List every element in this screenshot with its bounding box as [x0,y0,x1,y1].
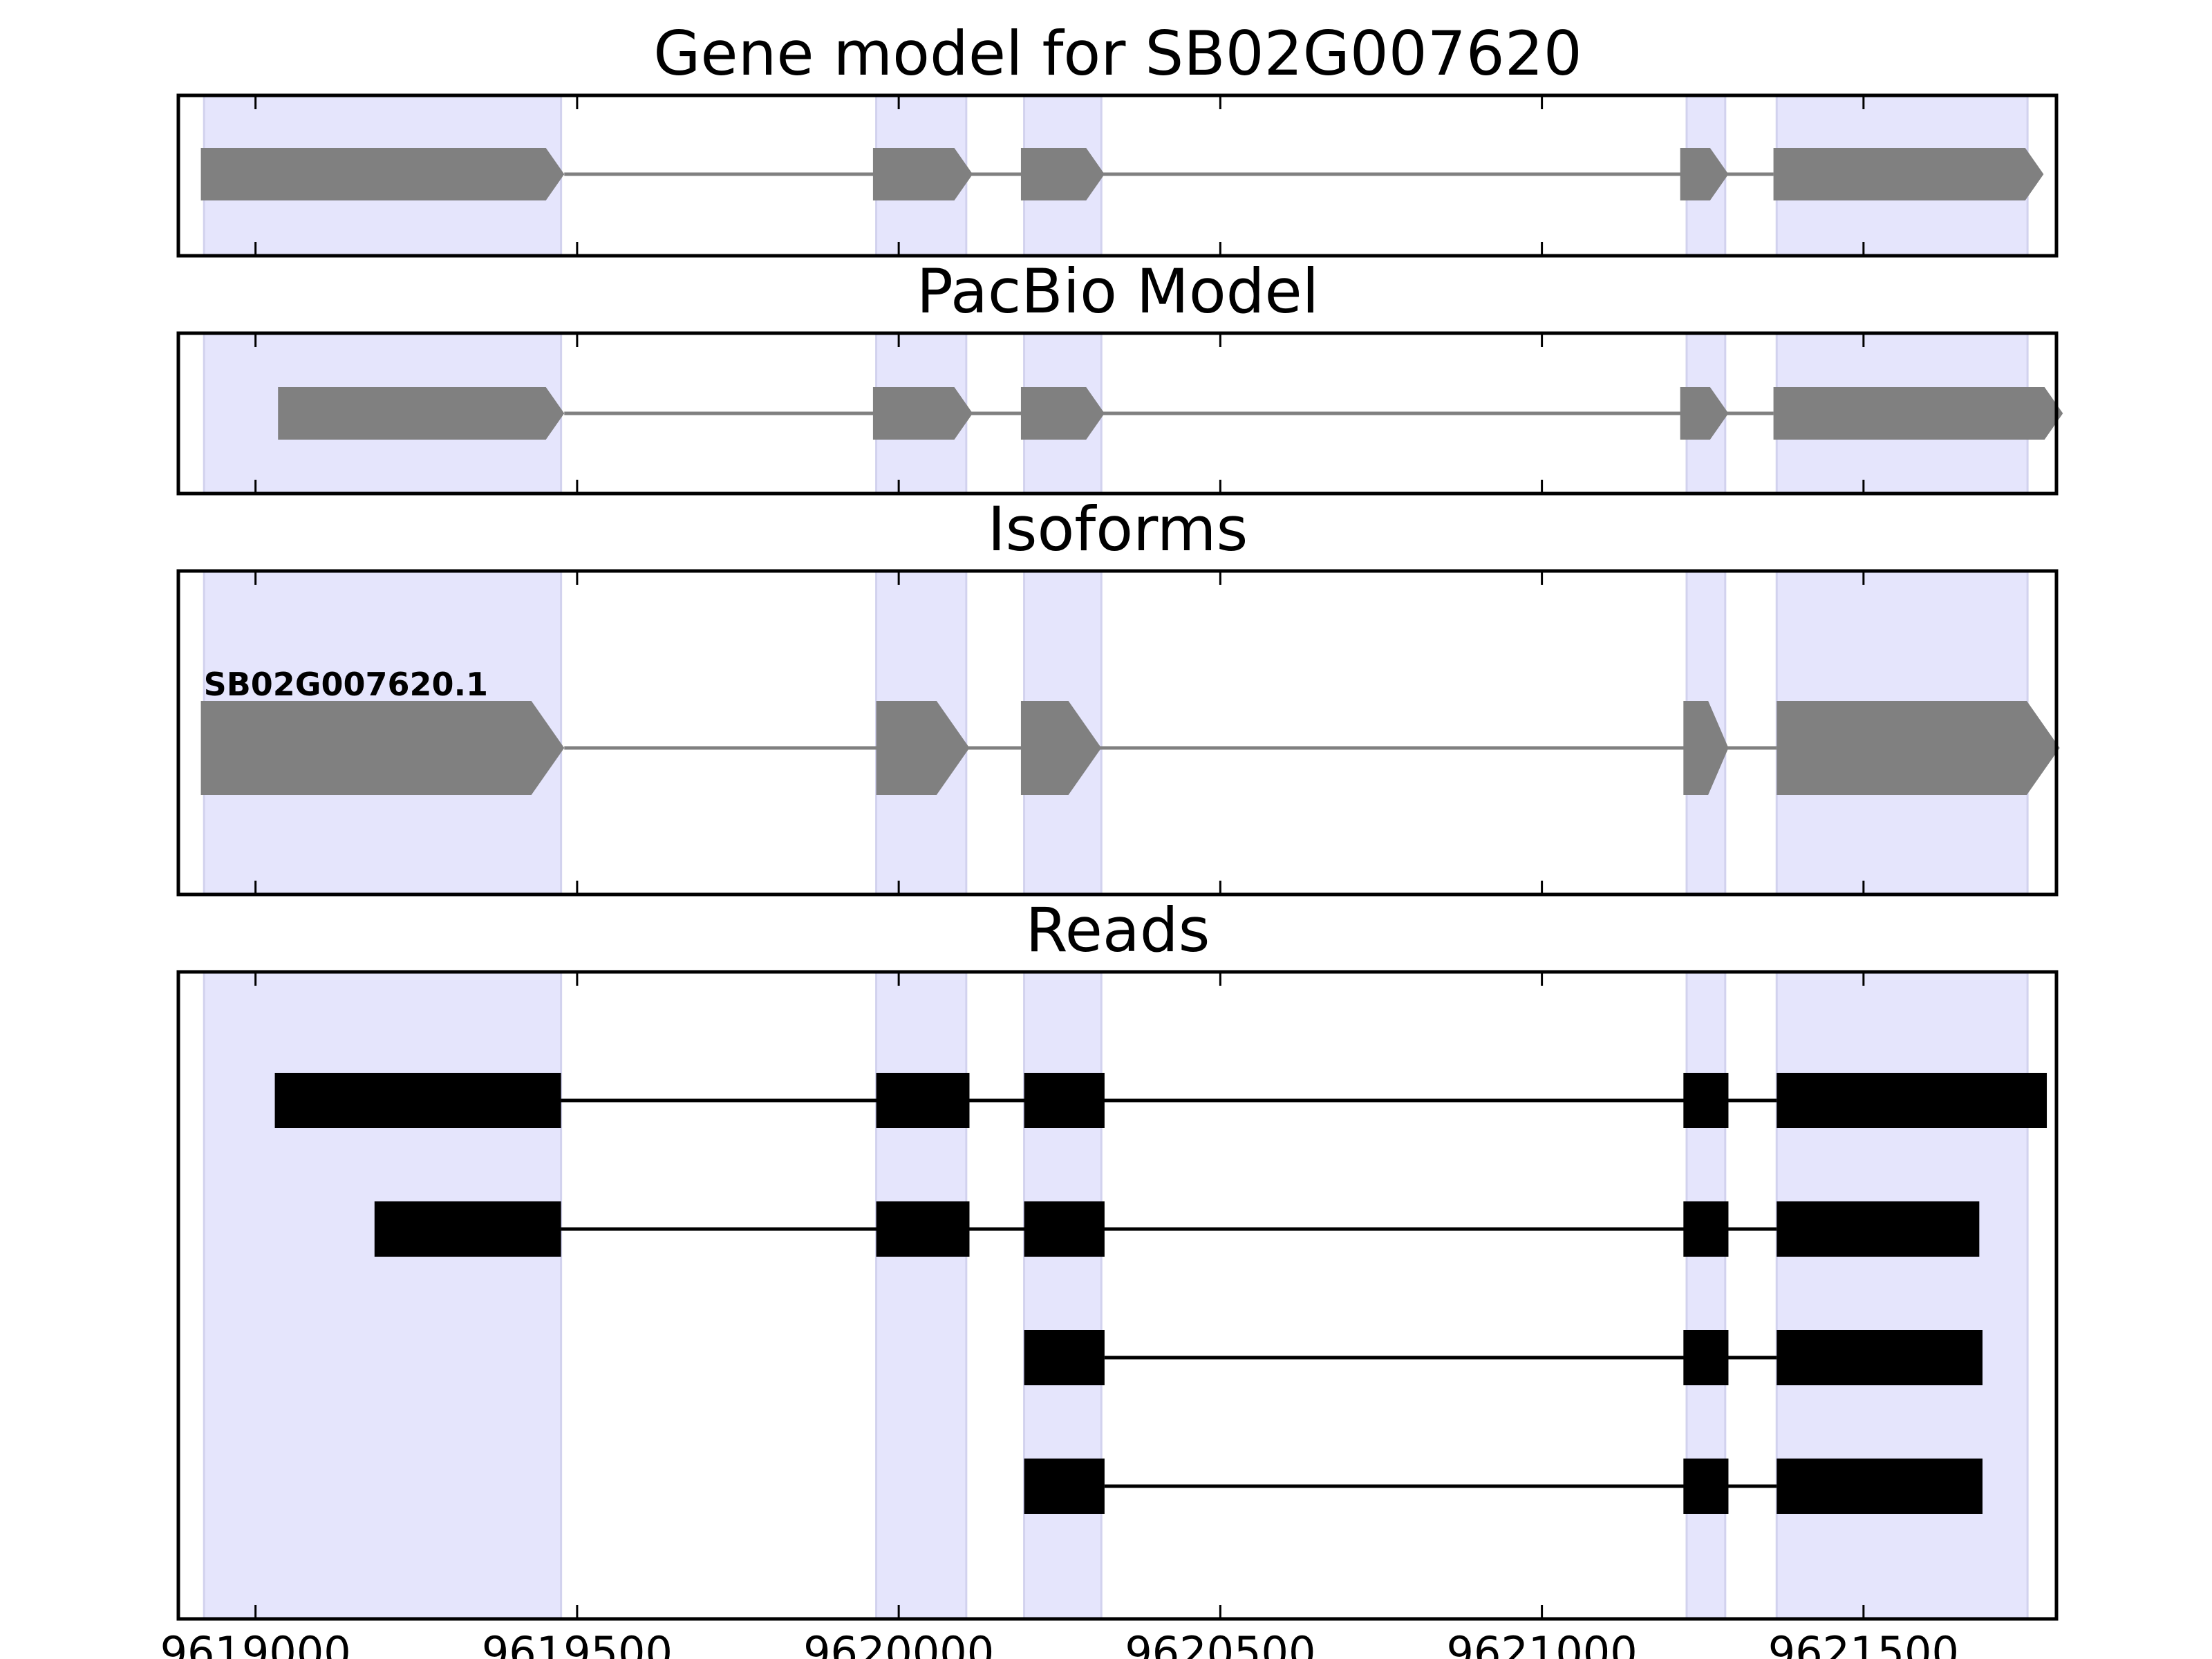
exon-block [200,148,565,200]
exon-highlight-region [203,971,563,1620]
panel-frame [176,331,2059,496]
read-block [1024,1330,1105,1385]
panel-title-isoforms: Isoforms [988,494,1248,565]
panel-title-reads: Reads [1026,894,1210,966]
x-tick-label: 9620000 [803,1627,994,1659]
exon-block [1773,387,2063,440]
read-block [1777,1201,1980,1257]
exon-highlight-region [1775,971,2029,1620]
read-block [876,1201,970,1257]
read-block [1777,1330,1983,1385]
exon-block [872,148,973,200]
panel-title-pacbio-model: PacBio Model [917,256,1319,327]
exon-block [1020,148,1105,200]
exon-block [1680,148,1729,200]
exon-block [200,701,565,795]
read-block [274,1073,561,1128]
panel-title-gene-model: Gene model for SB02G007620 [653,18,1582,89]
isoform-label: SB02G007620.1 [204,666,488,703]
panel-frame [176,970,2059,1621]
exon-block [278,387,565,440]
exon-block [1020,387,1105,440]
read-block [1024,1073,1105,1128]
exon-block [1777,701,2060,795]
exon-block [872,387,973,440]
read-block [1683,1330,1729,1385]
read-block [876,1073,970,1128]
read-block [1024,1459,1105,1514]
x-tick-label: 9621000 [1447,1627,1638,1659]
read-block [1683,1459,1729,1514]
x-tick-label: 9619000 [160,1627,351,1659]
exon-block [876,701,970,795]
read-block [1683,1201,1729,1257]
exon-block [1683,701,1729,795]
panel-frame [176,569,2059,897]
exon-block [1020,701,1102,795]
x-tick-label: 9620500 [1125,1627,1315,1659]
read-block [374,1201,561,1257]
read-block [1683,1073,1729,1128]
exon-block [1773,148,2044,200]
read-block [1777,1459,1983,1514]
exon-highlight-region [875,971,968,1620]
exon-highlight-region [1023,971,1103,1620]
exon-highlight-region [1685,971,1727,1620]
x-tick-label: 9619500 [482,1627,673,1659]
read-block [1024,1201,1105,1257]
panel-frame [176,93,2059,258]
x-tick-label: 9621500 [1768,1627,1959,1659]
exon-block [1680,387,1729,440]
read-block [1777,1073,2047,1128]
